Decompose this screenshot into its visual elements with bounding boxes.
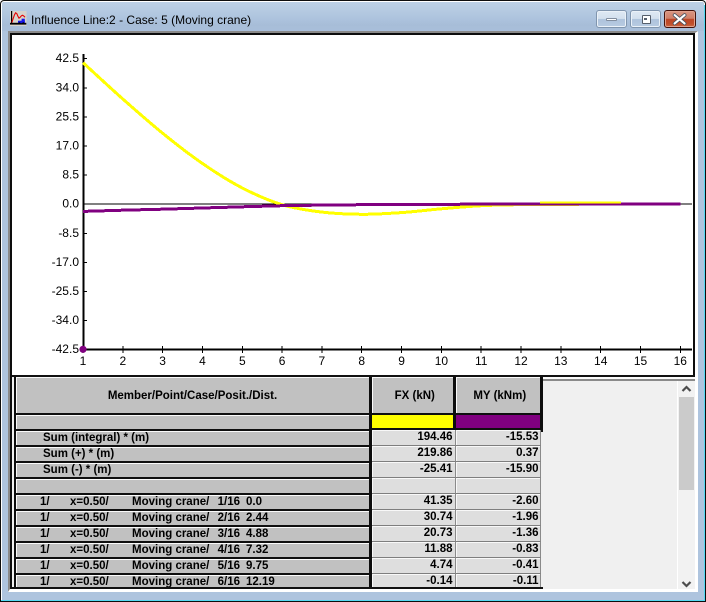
- svg-text:15: 15: [634, 354, 648, 368]
- svg-text:1: 1: [80, 354, 87, 368]
- svg-text:11: 11: [475, 354, 488, 368]
- svg-text:25.5: 25.5: [56, 109, 80, 123]
- svg-text:13: 13: [554, 354, 568, 368]
- svg-text:-8.5: -8.5: [58, 226, 79, 240]
- svg-text:7: 7: [319, 354, 326, 368]
- svg-text:8.5: 8.5: [62, 168, 79, 182]
- svg-text:9: 9: [398, 354, 405, 368]
- svg-text:2: 2: [119, 354, 126, 368]
- svg-text:5: 5: [239, 354, 246, 368]
- svg-text:8: 8: [358, 354, 365, 368]
- svg-text:12: 12: [514, 354, 528, 368]
- svg-text:17.0: 17.0: [56, 139, 80, 153]
- svg-text:4: 4: [199, 354, 206, 368]
- svg-text:10: 10: [435, 354, 449, 368]
- svg-text:34.0: 34.0: [56, 80, 80, 94]
- svg-text:-17.0: -17.0: [52, 255, 80, 269]
- svg-text:42.5: 42.5: [56, 51, 80, 65]
- svg-text:3: 3: [159, 354, 166, 368]
- svg-text:14: 14: [594, 354, 608, 368]
- svg-text:6: 6: [279, 354, 286, 368]
- svg-text:-34.0: -34.0: [52, 313, 80, 327]
- svg-text:-42.5: -42.5: [52, 342, 80, 356]
- svg-text:0.0: 0.0: [62, 197, 79, 211]
- svg-text:16: 16: [674, 354, 688, 368]
- svg-text:-25.5: -25.5: [52, 284, 80, 298]
